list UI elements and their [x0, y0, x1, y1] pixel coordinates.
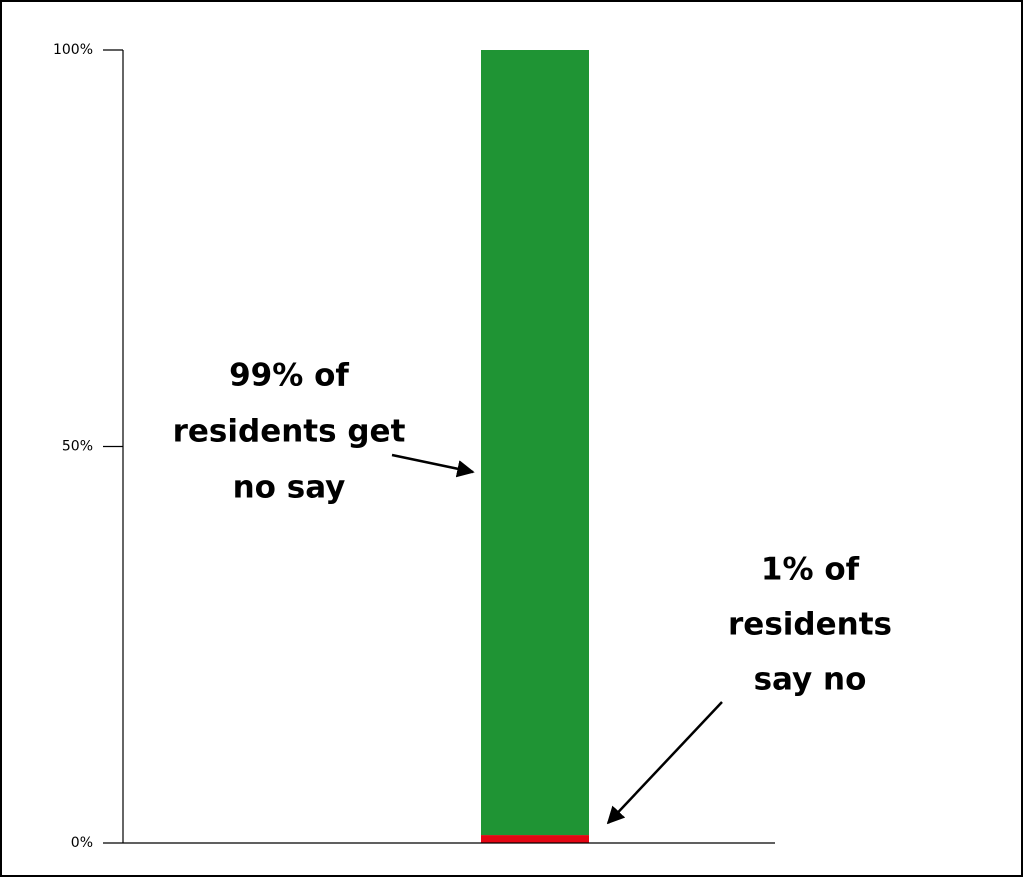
y-tick-label: 100% [53, 42, 93, 58]
annotation-arrow [391, 453, 475, 478]
annotation: residents [728, 607, 892, 643]
annotation: residents get [173, 414, 406, 450]
annotation: 99% of [229, 358, 349, 394]
annotation: 1% of [761, 552, 860, 588]
y-tick-label: 0% [71, 835, 93, 851]
annotation: no say [233, 470, 346, 506]
annotation-arrow [606, 701, 723, 825]
annotation: say no [754, 662, 867, 698]
bar-segment [481, 835, 589, 843]
y-tick-label: 50% [62, 439, 93, 455]
bar-segment [481, 50, 589, 836]
